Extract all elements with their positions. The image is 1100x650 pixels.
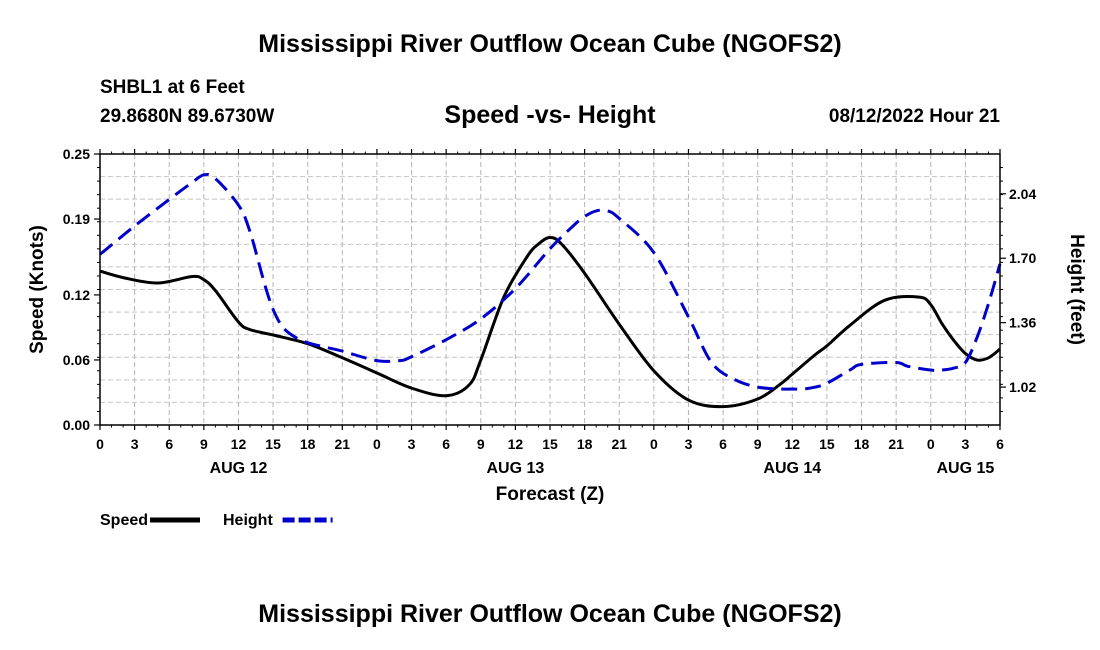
x-tick-label: 15 xyxy=(542,436,558,452)
series-lines xyxy=(99,172,1002,409)
x-tick-label: 0 xyxy=(96,436,104,452)
x-tick-label: 12 xyxy=(231,436,247,452)
x-tick-label: 3 xyxy=(961,436,969,452)
chart-subtitle: Speed -vs- Height xyxy=(444,101,656,129)
x-tick-label: 21 xyxy=(888,436,904,452)
x-tick-label: 21 xyxy=(335,436,351,452)
x-tick-label: 18 xyxy=(577,436,593,452)
x-tick-label: 0 xyxy=(927,436,935,452)
x-tick-label: 18 xyxy=(854,436,870,452)
footer-title: Mississippi River Outflow Ocean Cube (NG… xyxy=(258,600,842,628)
legend-label-height: Height xyxy=(223,512,273,529)
x-tick-label: 12 xyxy=(508,436,524,452)
x-tick-label: 15 xyxy=(819,436,835,452)
station-name: SHBL1 at 6 Feet xyxy=(100,77,245,98)
y-right-tick-label: 2.04 xyxy=(1009,186,1036,202)
date-label: AUG 15 xyxy=(936,460,994,477)
grid-lines xyxy=(100,154,1000,425)
chart-title: Mississippi River Outflow Ocean Cube (NG… xyxy=(258,30,842,58)
y-left-tick-label: 0.12 xyxy=(63,287,90,303)
y-right-tick-label: 1.36 xyxy=(1009,315,1036,331)
x-tick-label: 15 xyxy=(265,436,281,452)
x-axis-title: Forecast (Z) xyxy=(496,484,605,505)
y-left-tick-label: 0.00 xyxy=(63,417,90,433)
x-tick-label: 12 xyxy=(785,436,801,452)
forecast-datetime: 08/12/2022 Hour 21 xyxy=(828,106,1000,127)
x-tick-label: 3 xyxy=(131,436,139,452)
axis-labels: 0 3 6 9 12 15 18 21 0 3 6 9 12 15 18 21 0 3 6 9 12 15 18 21 0 3 6 0… xyxy=(27,146,1087,505)
axis-ticks xyxy=(94,149,1006,430)
x-tick-label: 18 xyxy=(300,436,316,452)
x-tick-label: 21 xyxy=(611,436,627,452)
date-label: AUG 12 xyxy=(210,460,268,477)
x-tick-label: 6 xyxy=(165,436,173,452)
date-label: AUG 13 xyxy=(486,460,544,477)
x-tick-label: 6 xyxy=(719,436,727,452)
y-left-tick-label: 0.06 xyxy=(63,352,90,368)
x-tick-label: 0 xyxy=(650,436,658,452)
legend: Speed Height xyxy=(100,512,333,529)
x-tick-label: 9 xyxy=(200,436,208,452)
legend-label-speed: Speed xyxy=(100,512,148,529)
station-coordinates: 29.8680N 89.6730W xyxy=(100,106,275,127)
y-left-axis-title: Speed (Knots) xyxy=(27,225,48,354)
x-tick-label: 9 xyxy=(477,436,485,452)
y-left-tick-label: 0.25 xyxy=(63,146,90,162)
date-label: AUG 14 xyxy=(763,460,821,477)
y-right-axis-title: Height (feet) xyxy=(1066,234,1087,345)
y-right-tick-label: 1.70 xyxy=(1009,250,1036,266)
series-line-speed xyxy=(99,236,1001,409)
y-left-tick-label: 0.19 xyxy=(63,211,90,227)
x-tick-label: 3 xyxy=(685,436,693,452)
x-tick-label: 6 xyxy=(442,436,450,452)
x-tick-label: 6 xyxy=(996,436,1004,452)
x-tick-label: 3 xyxy=(408,436,416,452)
x-tick-label: 0 xyxy=(373,436,381,452)
series-line-height xyxy=(99,172,1002,391)
x-tick-label: 9 xyxy=(754,436,762,452)
y-right-tick-label: 1.02 xyxy=(1009,379,1036,395)
